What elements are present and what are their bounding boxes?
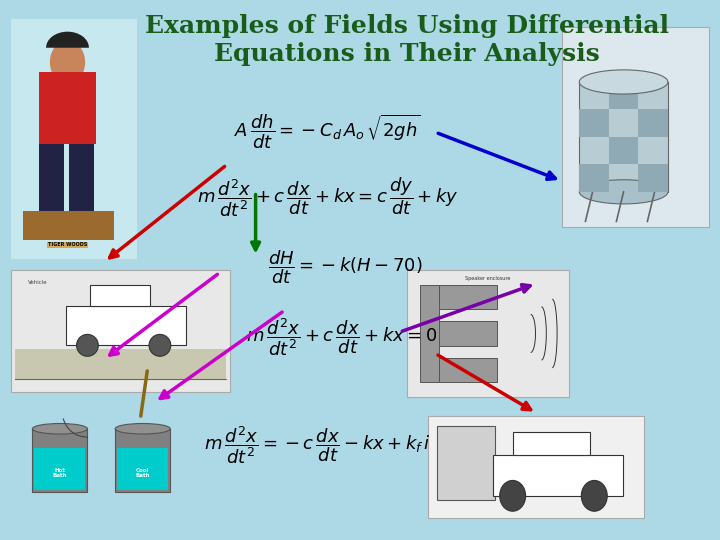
- Ellipse shape: [50, 40, 85, 84]
- Bar: [66, 306, 186, 346]
- Ellipse shape: [581, 481, 607, 511]
- Text: Vehicle: Vehicle: [28, 280, 48, 285]
- Bar: [513, 432, 590, 455]
- Text: $\dfrac{dH}{dt} = -k(H-70)$: $\dfrac{dH}{dt} = -k(H-70)$: [268, 248, 423, 286]
- Bar: [428, 416, 644, 518]
- Bar: [439, 357, 498, 382]
- Bar: [580, 110, 609, 137]
- Ellipse shape: [76, 334, 99, 356]
- Bar: [90, 285, 150, 306]
- Bar: [11, 19, 137, 259]
- Text: $A\,\dfrac{dh}{dt} = -C_d\,A_o\,\sqrt{2gh}$: $A\,\dfrac{dh}{dt} = -C_d\,A_o\,\sqrt{2g…: [234, 113, 421, 151]
- Text: Cool
Bath: Cool Bath: [135, 468, 150, 478]
- Bar: [23, 211, 114, 240]
- Wedge shape: [46, 32, 89, 48]
- Bar: [117, 448, 168, 490]
- Bar: [609, 82, 639, 110]
- Ellipse shape: [580, 180, 668, 204]
- Bar: [493, 455, 623, 496]
- Bar: [15, 349, 226, 379]
- Text: $m\,\dfrac{d^2x}{dt^2} + c\,\dfrac{dx}{dt} + kx = c\,\dfrac{dy}{dt} + ky$: $m\,\dfrac{d^2x}{dt^2} + c\,\dfrac{dx}{d…: [197, 175, 459, 219]
- Bar: [11, 270, 230, 392]
- Text: Speaker enclosure: Speaker enclosure: [465, 276, 510, 281]
- Ellipse shape: [580, 70, 668, 94]
- Ellipse shape: [500, 481, 526, 511]
- Ellipse shape: [149, 334, 171, 356]
- Bar: [439, 321, 498, 346]
- Text: $m\,\dfrac{d^2x}{dt^2} + c\,\dfrac{dx}{dt} + kx = 0$: $m\,\dfrac{d^2x}{dt^2} + c\,\dfrac{dx}{d…: [246, 316, 438, 359]
- Bar: [32, 429, 87, 492]
- Bar: [639, 164, 668, 192]
- Bar: [562, 27, 709, 227]
- Bar: [34, 448, 85, 490]
- Bar: [39, 72, 96, 144]
- Bar: [39, 144, 63, 216]
- Text: TIGER WOODS: TIGER WOODS: [48, 242, 87, 247]
- Bar: [580, 164, 609, 192]
- Bar: [407, 270, 569, 397]
- Bar: [115, 429, 170, 492]
- Bar: [580, 82, 668, 192]
- Ellipse shape: [115, 423, 170, 434]
- Bar: [437, 426, 495, 500]
- Bar: [420, 285, 439, 382]
- Ellipse shape: [32, 423, 87, 434]
- Bar: [639, 110, 668, 137]
- Bar: [439, 285, 498, 309]
- Text: Hot
Bath: Hot Bath: [53, 468, 67, 478]
- Bar: [69, 144, 94, 216]
- Text: $m\,\dfrac{d^2x}{dt^2} = -c\,\dfrac{dx}{dt} - kx + k_f\,i$: $m\,\dfrac{d^2x}{dt^2} = -c\,\dfrac{dx}{…: [204, 424, 430, 467]
- Text: Examples of Fields Using Differential
Equations in Their Analysis: Examples of Fields Using Differential Eq…: [145, 14, 669, 66]
- Bar: [609, 137, 639, 164]
